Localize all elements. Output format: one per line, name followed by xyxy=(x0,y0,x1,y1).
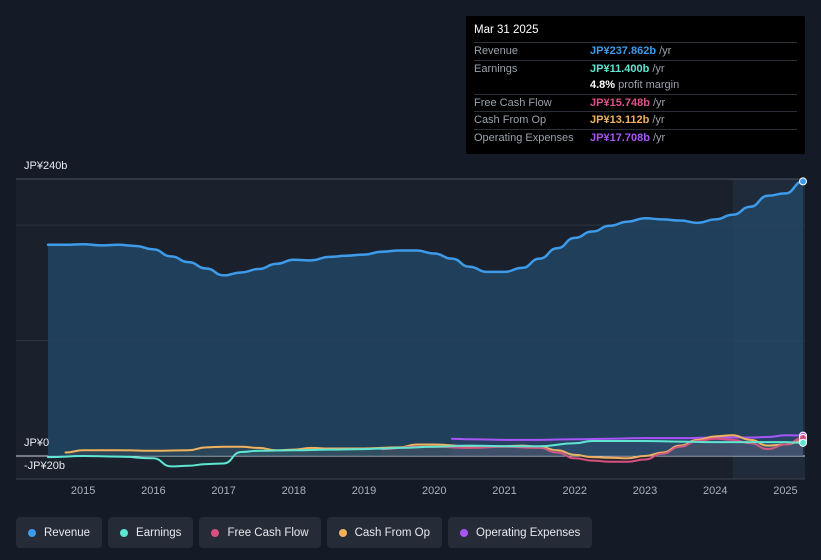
tooltip-row-unit: /yr xyxy=(652,62,665,75)
x-tick-2022: 2022 xyxy=(562,485,587,497)
tooltip-row-unit: profit margin xyxy=(618,79,680,92)
tooltip-row-unit: /yr xyxy=(652,114,665,127)
legend-item-earnings[interactable]: Earnings xyxy=(108,517,194,548)
legend-item-cash-from-op[interactable]: Cash From Op xyxy=(326,517,443,548)
legend-dot-icon xyxy=(338,528,347,537)
x-tick-2024: 2024 xyxy=(702,485,728,497)
tooltip-row-label: Cash From Op xyxy=(474,114,547,127)
tooltip-row: Earnings JP¥11.400b/yr xyxy=(474,59,797,78)
y-axis-min-label: -JP¥20b xyxy=(24,460,65,472)
tooltip-row-label: Free Cash Flow xyxy=(474,96,552,109)
x-tick-2015: 2015 xyxy=(70,485,96,497)
tooltip-row-unit: /yr xyxy=(659,45,672,58)
legend-item-operating-expenses[interactable]: Operating Expenses xyxy=(448,517,593,548)
tooltip-row-label: Operating Expenses xyxy=(474,131,574,144)
y-axis-top-label: JP¥240b xyxy=(24,160,68,172)
revenue-end-point xyxy=(799,177,807,186)
free-cash-flow-area xyxy=(381,437,803,462)
legend-label: Earnings xyxy=(136,526,182,539)
earnings-end-point xyxy=(799,438,807,447)
revenue-line xyxy=(46,180,805,277)
x-tick-2020: 2020 xyxy=(422,485,447,497)
earnings-line xyxy=(47,439,804,468)
tooltip-row-value: JP¥15.748b xyxy=(590,96,650,109)
legend-label: Cash From Op xyxy=(354,526,431,539)
legend-label: Free Cash Flow xyxy=(227,526,309,539)
tooltip-row-unit: /yr xyxy=(652,96,666,109)
x-tick-2025: 2025 xyxy=(773,485,798,497)
tooltip: Mar 31 2025 Revenue JP¥237.862b/yr Earning… xyxy=(466,16,805,154)
revenue-area xyxy=(48,181,803,456)
x-tick-2019: 2019 xyxy=(351,485,377,497)
x-tick-2017: 2017 xyxy=(211,485,236,497)
tooltip-row-value: JP¥17.708b xyxy=(590,131,650,144)
legend-dot-icon xyxy=(28,528,36,537)
x-tick-2018: 2018 xyxy=(281,485,307,497)
tooltip-row: Operating Expenses JP¥17.708b/yr xyxy=(474,128,797,147)
tooltip-row-unit: /yr xyxy=(652,131,666,144)
x-tick-2021: 2021 xyxy=(492,485,517,497)
legend-label: Revenue xyxy=(44,526,91,539)
x-tick-2016: 2016 xyxy=(141,485,166,497)
tooltip-row-value: JP¥13.112b xyxy=(590,114,650,127)
legend-item-revenue[interactable]: Revenue xyxy=(16,517,103,548)
x-tick-2023: 2023 xyxy=(632,485,658,497)
legend: Revenue Earnings Free Cash Flow Cash From O… xyxy=(16,517,593,548)
y-axis-zero-label: JP¥0 xyxy=(24,437,50,449)
legend-dot-icon xyxy=(211,528,220,537)
tooltip-row-value: JP¥11.400b xyxy=(590,62,650,75)
operating-expenses-line xyxy=(450,434,804,441)
tooltip-date: Mar 31 2025 xyxy=(474,24,539,36)
tooltip-row: Revenue JP¥237.862b/yr xyxy=(474,42,797,60)
legend-item-free-cash-flow[interactable]: Free Cash Flow xyxy=(199,517,321,548)
legend-dot-icon xyxy=(120,528,129,537)
tooltip-row-value: 4.8% xyxy=(590,79,616,92)
tooltip-row-value: JP¥237.862b xyxy=(590,45,657,58)
tooltip-row: Cash From Op JP¥13.112b/yr xyxy=(474,111,797,129)
legend-dot-icon xyxy=(460,528,469,537)
tooltip-row: Free Cash Flow JP¥15.748b/yr xyxy=(474,93,797,112)
tooltip-row: 4.8% profit margin xyxy=(474,77,797,94)
earnings-area xyxy=(48,440,803,467)
tooltip-row-label: Earnings xyxy=(474,62,518,75)
legend-label: Operating Expenses xyxy=(476,526,581,539)
tooltip-row-label: Revenue xyxy=(474,45,519,58)
